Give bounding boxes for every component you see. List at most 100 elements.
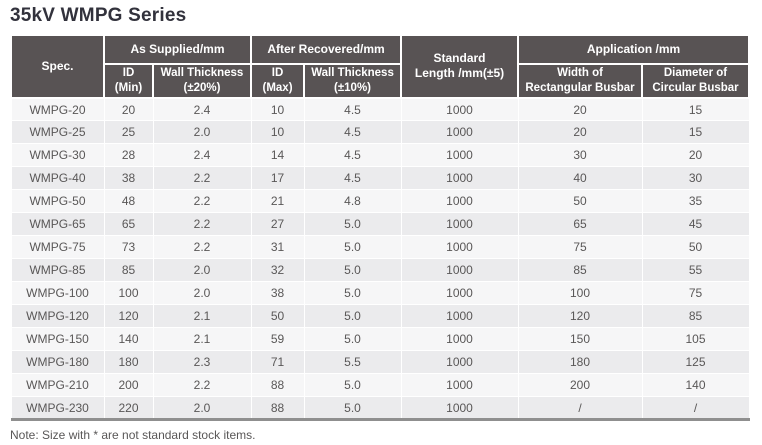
cell-spec: WMPG-20 [10,97,105,122]
cell-wt10: 5.0 [303,396,402,421]
cell-wt20: 2.2 [152,189,252,214]
cell-id-min: 85 [103,258,154,283]
cell-id-max: 10 [250,120,305,145]
cell-length: 1000 [400,235,519,260]
header-spec: Spec. [10,33,105,99]
cell-wt20: 2.0 [152,281,252,306]
cell-wt20: 2.1 [152,327,252,352]
cell-spec: WMPG-40 [10,166,105,191]
cell-length: 1000 [400,327,519,352]
header-row-2: ID (Min) Wall Thickness (±20%) ID (Max) … [11,62,751,99]
cell-id-max: 17 [250,166,305,191]
header-width-rectangular-busbar: Width of Rectangular Busbar [517,62,644,99]
header-id-min: ID (Min) [103,62,154,99]
cell-spec: WMPG-120 [10,304,105,329]
cell-id-min: 25 [103,120,154,145]
cell-width: / [517,396,643,421]
cell-wt20: 2.4 [152,143,252,168]
cell-wt20: 2.4 [152,97,252,122]
cell-wt20: 2.2 [152,373,252,398]
cell-spec: WMPG-180 [10,350,105,375]
cell-length: 1000 [400,143,519,168]
table-row: WMPG-210 200 2.2 88 5.0 1000 200 140 [10,373,750,398]
cell-diameter: 140 [641,373,750,398]
cell-id-max: 38 [250,281,305,306]
spec-table: Spec. As Supplied/mm After Recovered/mm … [10,33,751,422]
cell-wt20: 2.0 [152,258,252,283]
cell-id-max: 14 [250,143,305,168]
cell-id-max: 50 [250,304,305,329]
cell-width: 65 [517,212,643,237]
cell-id-max: 27 [250,212,305,237]
cell-spec: WMPG-150 [10,327,105,352]
cell-wt10: 4.5 [303,166,402,191]
cell-length: 1000 [400,373,519,398]
cell-wt20: 2.2 [152,166,252,191]
cell-length: 1000 [400,97,519,122]
cell-diameter: 15 [641,97,750,122]
cell-width: 85 [517,258,643,283]
cell-spec: WMPG-65 [10,212,105,237]
cell-wt20: 2.0 [152,120,252,145]
cell-spec: WMPG-85 [10,258,105,283]
cell-width: 150 [517,327,643,352]
cell-id-min: 20 [103,97,154,122]
cell-wt10: 5.0 [303,281,402,306]
cell-diameter: 55 [641,258,750,283]
cell-wt20: 2.1 [152,304,252,329]
cell-wt10: 4.5 [303,120,402,145]
cell-id-max: 88 [250,373,305,398]
cell-id-min: 120 [103,304,154,329]
page-title: 35kV WMPG Series [10,5,187,26]
cell-spec: WMPG-230 [10,396,105,421]
cell-wt10: 5.0 [303,212,402,237]
cell-length: 1000 [400,281,519,306]
cell-id-min: 48 [103,189,154,214]
cell-diameter: 15 [641,120,750,145]
table-row: WMPG-40 38 2.2 17 4.5 1000 40 30 [10,166,750,191]
cell-spec: WMPG-75 [10,235,105,260]
cell-spec: WMPG-30 [10,143,105,168]
cell-width: 180 [517,350,643,375]
table-row: WMPG-150 140 2.1 59 5.0 1000 150 105 [10,327,750,352]
table-row: WMPG-65 65 2.2 27 5.0 1000 65 45 [10,212,750,237]
cell-wt20: 2.2 [152,235,252,260]
table-row: WMPG-120 120 2.1 50 5.0 1000 120 85 [10,304,750,329]
cell-width: 75 [517,235,643,260]
table-row: WMPG-180 180 2.3 71 5.5 1000 180 125 [10,350,750,375]
cell-wt10: 5.0 [303,304,402,329]
cell-id-min: 65 [103,212,154,237]
cell-diameter: 105 [641,327,750,352]
cell-id-max: 21 [250,189,305,214]
header-id-max: ID (Max) [250,62,306,99]
cell-wt20: 2.3 [152,350,252,375]
cell-width: 30 [517,143,643,168]
table-body: WMPG-20 20 2.4 10 4.5 1000 20 15 WMPG-25 25 2.0 10 4… [10,97,750,421]
cell-diameter: 30 [641,166,750,191]
cell-id-max: 88 [250,396,305,421]
cell-wt10: 4.5 [303,97,402,122]
cell-diameter: 85 [641,304,750,329]
cell-id-min: 180 [103,350,154,375]
cell-diameter: 50 [641,235,750,260]
header-row-1: Spec. As Supplied/mm After Recovered/mm … [10,33,751,99]
cell-id-min: 28 [103,143,154,168]
cell-length: 1000 [400,212,519,237]
header-wall-thickness-20: Wall Thickness (±20%) [151,62,253,99]
cell-spec: WMPG-210 [10,373,105,398]
cell-id-min: 100 [103,281,154,306]
cell-wt10: 5.0 [303,258,402,283]
cell-id-min: 200 [103,373,154,398]
cell-width: 20 [517,97,643,122]
cell-length: 1000 [400,350,519,375]
cell-width: 200 [517,373,643,398]
header-diameter-circular-busbar: Diameter of Circular Busbar [641,62,751,99]
cell-spec: WMPG-50 [10,189,105,214]
cell-diameter: 20 [641,143,750,168]
cell-diameter: 35 [641,189,750,214]
table-row: WMPG-30 28 2.4 14 4.5 1000 30 20 [10,143,750,168]
footnote: Note: Size with * are not standard stock… [10,428,256,443]
cell-length: 1000 [400,120,519,145]
cell-width: 100 [517,281,643,306]
